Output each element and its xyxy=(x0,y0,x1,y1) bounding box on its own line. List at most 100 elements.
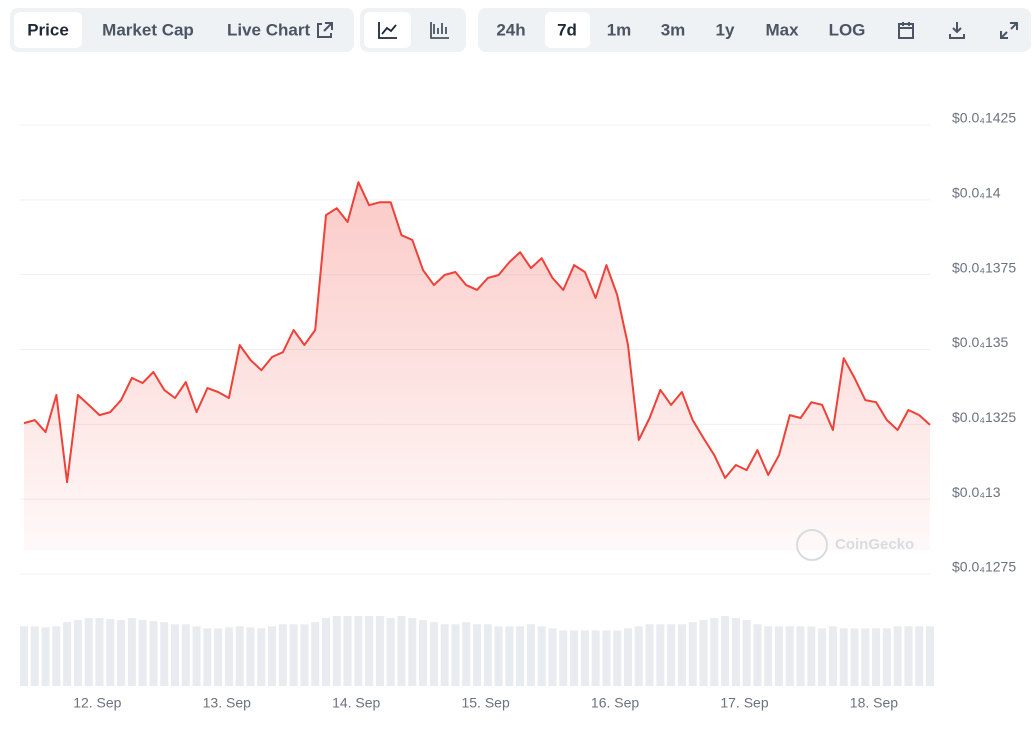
volume-bar xyxy=(257,628,266,686)
volume-bar xyxy=(95,618,104,686)
volume-bar xyxy=(84,618,93,686)
y-tick-label: $0.0₄135 xyxy=(952,334,1009,350)
volume-bar xyxy=(742,620,751,686)
range-button[interactable]: Max xyxy=(765,20,799,39)
calendar-icon[interactable] xyxy=(898,22,914,39)
x-tick-label: 13. Sep xyxy=(203,695,251,711)
candle-chart-icon[interactable] xyxy=(430,22,449,39)
volume-bar xyxy=(634,626,643,686)
active-button xyxy=(545,12,590,48)
volume-bar xyxy=(246,627,255,686)
volume-bar xyxy=(893,626,902,686)
volume-bar xyxy=(354,616,363,686)
volume-bar xyxy=(149,621,158,686)
volume-bar xyxy=(224,627,233,686)
volume-bar xyxy=(106,619,115,686)
volume-bar xyxy=(861,628,870,686)
volume-bar xyxy=(63,622,72,686)
volume-bar xyxy=(171,624,179,686)
range-button[interactable]: 1y xyxy=(716,20,735,39)
volume-bar xyxy=(570,630,579,686)
volume-bar xyxy=(322,618,330,686)
volume-bar xyxy=(203,628,212,686)
fullscreen-icon[interactable] xyxy=(1000,22,1018,39)
y-tick-label: $0.0₄1375 xyxy=(952,259,1016,275)
volume-bar xyxy=(850,628,859,686)
volume-bar xyxy=(699,620,708,686)
y-tick-label: $0.0₄1425 xyxy=(952,110,1016,126)
range-button[interactable]: 24h xyxy=(496,20,525,39)
volume-bar xyxy=(796,626,805,686)
range-button[interactable]: 3m xyxy=(661,20,686,39)
volume-bar xyxy=(268,626,277,686)
volume-bar xyxy=(785,626,794,686)
x-tick-label: 17. Sep xyxy=(720,695,768,711)
volume-bar xyxy=(181,624,190,686)
volume-bar xyxy=(214,628,223,686)
volume-bar xyxy=(688,622,697,686)
line-chart-icon[interactable] xyxy=(378,22,397,39)
volume-bar xyxy=(839,628,848,686)
volume-bar xyxy=(138,620,147,686)
volume-bar xyxy=(764,626,773,686)
x-tick-label: 16. Sep xyxy=(591,695,639,711)
volume-bar xyxy=(537,626,546,686)
volume-bar xyxy=(731,618,740,686)
volume-bar xyxy=(753,624,762,686)
view-group xyxy=(10,8,354,52)
range-button[interactable]: 7d xyxy=(557,20,577,39)
volume-bar xyxy=(117,620,126,686)
active-button xyxy=(364,12,411,48)
download-icon[interactable] xyxy=(949,22,965,39)
volume-bar xyxy=(516,626,525,686)
volume-bar xyxy=(807,626,816,686)
volume-bar xyxy=(904,626,913,686)
volume-bar xyxy=(872,628,881,686)
x-tick-label: 18. Sep xyxy=(850,695,898,711)
live-chart-button[interactable]: Live Chart xyxy=(227,20,310,39)
volume-bar xyxy=(494,626,503,686)
y-tick-label: $0.0₄1325 xyxy=(952,409,1016,425)
volume-bar xyxy=(591,630,600,686)
volume-bar xyxy=(580,630,589,686)
volume-bar xyxy=(473,624,481,686)
volume-bar xyxy=(667,624,676,686)
active-button xyxy=(14,12,82,48)
watermark: CoinGecko xyxy=(835,536,914,553)
volume-bar xyxy=(505,626,514,686)
y-tick-label: $0.0₄13 xyxy=(952,484,1001,500)
volume-bar xyxy=(311,622,320,686)
volume-bar xyxy=(332,616,341,686)
log-button[interactable]: LOG xyxy=(829,20,866,39)
volume-bar xyxy=(721,616,730,686)
volume-bar xyxy=(127,618,136,686)
range-group xyxy=(478,8,1031,52)
volume-bar xyxy=(278,624,287,686)
volume-bar xyxy=(397,616,406,686)
plot: $0.0₄1425 $0.0₄14 $0.0₄1375 $0.0₄135 $0.0₄13… xyxy=(20,110,1016,711)
volume-bar xyxy=(429,622,438,686)
volume-bar xyxy=(440,624,449,686)
volume-bar xyxy=(289,624,298,686)
x-tick-label: 15. Sep xyxy=(461,695,509,711)
volume-bar xyxy=(613,630,622,686)
x-tick-label: 12. Sep xyxy=(73,695,121,711)
range-button[interactable]: 1m xyxy=(607,20,632,39)
volume-bar xyxy=(192,626,201,686)
volume-bar xyxy=(343,616,352,686)
volume-bar xyxy=(20,626,28,686)
volume-bar xyxy=(483,624,492,686)
y-tick-label: $0.0₄14 xyxy=(952,185,1001,201)
volume-bar xyxy=(462,622,471,686)
volume-bar xyxy=(775,626,783,686)
external-icon xyxy=(317,22,333,38)
price-button[interactable]: Price xyxy=(27,20,69,39)
market-cap-button[interactable]: Market Cap xyxy=(102,20,194,39)
volume-bar xyxy=(602,630,611,686)
volume-bar xyxy=(235,626,244,686)
volume-bar xyxy=(30,626,39,686)
volume-bar xyxy=(73,620,82,686)
volume-bar xyxy=(645,624,654,686)
volume-bar xyxy=(548,628,557,686)
